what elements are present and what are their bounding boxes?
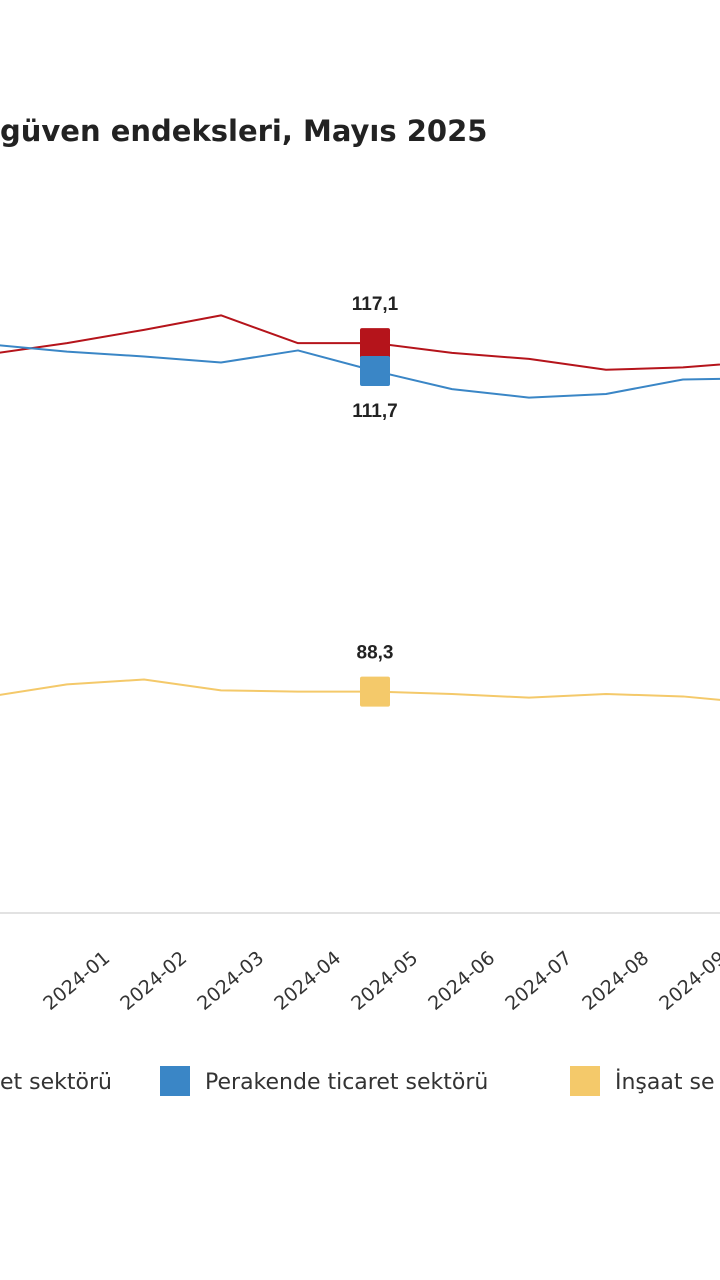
x-tick-2024-03: 2024-03 — [193, 947, 268, 1015]
x-tick-2024-01: 2024-01 — [39, 947, 114, 1015]
chart-title: güven endeksleri, Mayıs 2025 — [0, 114, 487, 148]
highlight-marker-1 — [360, 328, 390, 359]
x-tick-2024-05: 2024-05 — [347, 947, 422, 1015]
legend-swatch-2 — [160, 1066, 190, 1096]
x-tick-2024-04: 2024-04 — [270, 947, 345, 1015]
legend-label-3: İnşaat se — [615, 1069, 714, 1095]
data-label-3: 88,3 — [357, 643, 394, 664]
highlight-markers: 117,1 111,7 88,3 — [352, 294, 399, 707]
x-tick-2024-07: 2024-07 — [501, 947, 576, 1015]
data-label-1: 117,1 — [352, 294, 399, 315]
legend-label-2: Perakende ticaret sektörü — [205, 1070, 488, 1095]
x-tick-2024-09: 2024-09 — [655, 947, 720, 1015]
highlight-marker-2 — [360, 355, 390, 386]
highlight-marker-3 — [360, 676, 390, 707]
x-axis-tick-labels: 2024-01 2024-02 2024-03 2024-04 2024-05 2024-… — [39, 947, 720, 1015]
x-tick-2024-08: 2024-08 — [578, 947, 653, 1015]
data-label-2: 111,7 — [352, 401, 397, 422]
legend-swatch-3 — [570, 1066, 600, 1096]
x-tick-2024-06: 2024-06 — [424, 947, 499, 1015]
x-tick-2024-02: 2024-02 — [116, 947, 191, 1015]
legend: et sektörü Perakende ticaret sektörü İnşaa… — [0, 1066, 714, 1096]
legend-label-1: et sektörü — [0, 1070, 112, 1095]
